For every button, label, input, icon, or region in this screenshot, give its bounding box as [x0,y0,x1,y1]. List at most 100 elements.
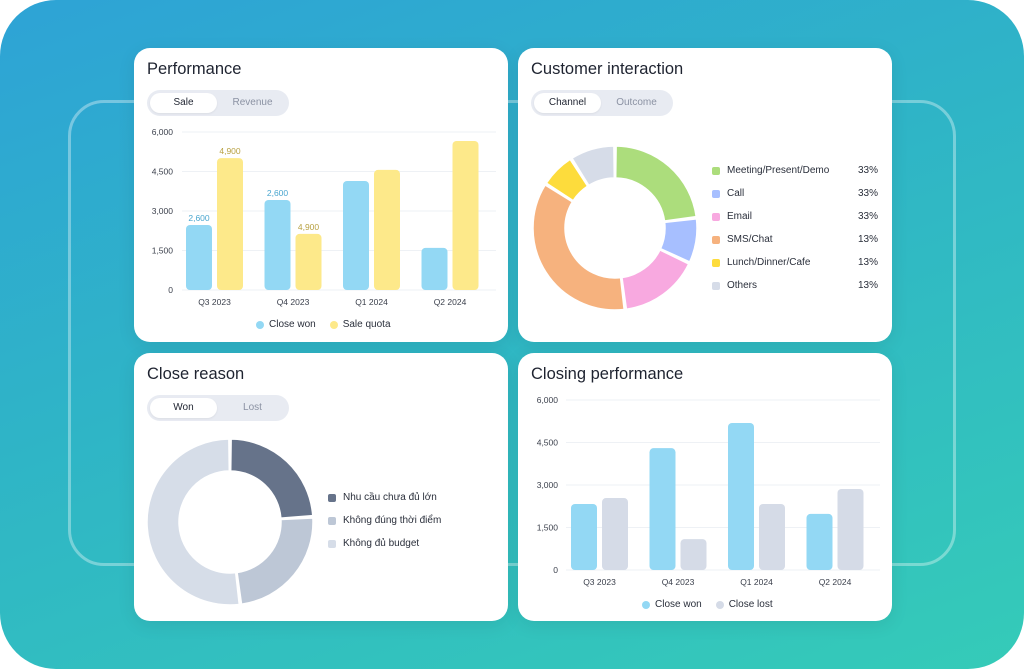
toggle-won[interactable]: Won [150,398,217,418]
bar-close-lost[interactable] [602,498,628,570]
bar-close-lost[interactable] [680,539,707,570]
legend-label: Nhu cầu chưa đủ lớn [343,492,437,503]
donut-slice-meeting-present-demo[interactable] [614,145,697,222]
donut-slice-lunch-dinner-cafe[interactable] [545,158,589,202]
card-title: Closing performance [531,365,684,383]
legend-item-close-won[interactable]: Close won [256,319,316,330]
legend-item[interactable]: Nhu cầu chưa đủ lớn [328,492,437,503]
x-tick-label: Q2 2024 [434,297,467,307]
donut-slice-call[interactable] [659,218,698,263]
legend-label: Email [727,211,753,222]
close-reason-card: Close reason Won Lost Nhu cầu chưa đủ lớ… [134,353,508,621]
x-tick-label: Q4 2023 [662,577,695,587]
bar-close-won[interactable] [264,199,291,290]
y-tick-label: 3,000 [537,480,559,490]
closing-performance-card: Closing performance 0 1,500 3,000 4,500 6,00… [518,353,892,621]
bar-sale-quota[interactable] [295,233,322,290]
bar-sale-quota[interactable] [217,158,243,290]
x-tick-label: Q3 2023 [583,577,616,587]
data-label: 4,900 [219,146,241,156]
y-tick-label: 6,000 [537,395,559,405]
legend-swatch [642,600,650,609]
bar-close-won[interactable] [186,224,212,290]
chart-legend: Close won Close lost [642,599,773,610]
legend-percent: 13% [857,280,878,291]
y-tick-label: 1,500 [152,246,174,256]
legend-label: Lunch/Dinner/Cafe [727,257,811,268]
channel-outcome-toggle[interactable]: Channel Outcome [531,90,673,116]
bar-close-won[interactable] [649,448,676,570]
bar-close-won[interactable] [343,180,369,290]
close-reason-donut [146,438,314,606]
y-tick-label: 6,000 [152,127,174,137]
card-title: Close reason [147,365,245,383]
toggle-sale[interactable]: Sale [150,93,217,113]
closing-performance-bar-chart: 0 1,500 3,000 4,500 6,000 Q3 2023 Q4 2023 Q1 20… [537,395,880,587]
y-tick-label: 4,500 [152,167,174,177]
donut-slice-kh-ng-ng-th-i-i-m[interactable] [236,517,314,605]
x-tick-label: Q4 2023 [277,297,310,307]
toggle-channel[interactable]: Channel [534,93,601,113]
bar-close-won[interactable] [728,422,754,570]
legend-swatch [715,600,724,609]
x-tick-label: Q2 2024 [819,577,852,587]
legend-swatch [328,493,336,502]
legend-label: Close won [655,599,702,610]
x-tick-label: Q3 2023 [198,297,231,307]
bar-sale-quota[interactable] [452,140,479,290]
bar-close-won[interactable] [421,247,448,290]
bar-close-won[interactable] [571,503,597,570]
toggle-lost[interactable]: Lost [243,402,262,413]
data-label: 2,600 [188,213,210,223]
legend-swatch [328,539,336,548]
decorative-frame [68,100,956,566]
donut-slice-email[interactable] [621,249,690,310]
legend-swatch [712,212,720,221]
legend-label: Others [727,280,758,291]
donut-slice-kh-ng-budget[interactable] [146,438,241,606]
legend-item[interactable]: SMS/Chat [712,234,773,245]
legend-item[interactable]: Call [712,188,744,199]
performance-bar-chart: 0 1,500 3,000 4,500 6,000 2,600 4,900 Q3 2023 2,… [152,127,496,307]
legend-item[interactable]: Email [712,211,752,222]
legend-label: Call [727,188,745,199]
bar-close-won[interactable] [806,513,833,570]
customer-interaction-card: Customer interaction Channel Outcome Mee… [518,48,892,342]
legend-item-sale-quota[interactable]: Sale quota [329,319,391,330]
legend-swatch [328,516,336,525]
legend-swatch [712,189,720,198]
legend-label: Không đúng thời điểm [343,515,442,526]
legend-item[interactable]: Lunch/Dinner/Cafe [712,257,810,268]
y-tick-label: 0 [168,285,173,295]
donut-slice-others[interactable] [571,145,616,187]
bar-close-lost[interactable] [837,488,864,570]
y-tick-label: 4,500 [537,438,559,448]
legend-item[interactable]: Không đúng thời điểm [328,515,441,526]
legend-label: Close lost [728,599,773,610]
legend-percent: 13% [857,234,878,245]
won-lost-toggle[interactable]: Won Lost [147,395,289,421]
toggle-revenue[interactable]: Revenue [232,97,273,108]
toggle-outcome[interactable]: Outcome [616,97,657,108]
customer-interaction-donut [532,145,698,311]
legend-swatch [256,320,264,329]
bar-sale-quota[interactable] [374,169,400,290]
legend-item-close-won[interactable]: Close won [642,599,702,610]
legend-label: Meeting/Present/Demo [727,165,830,176]
legend-swatch [712,281,720,290]
legend-item-close-lost[interactable]: Close lost [715,599,773,610]
bar-close-lost[interactable] [759,503,785,570]
sale-revenue-toggle[interactable]: Sale Revenue [147,90,289,116]
legend-percent: 33% [857,165,878,176]
legend-swatch [329,320,338,329]
legend-item[interactable]: Không đủ budget [328,538,419,549]
y-tick-label: 0 [553,565,558,575]
donut-slice-sms-chat[interactable] [532,184,625,311]
x-tick-label: Q1 2024 [740,577,773,587]
legend-item[interactable]: Meeting/Present/Demo [712,165,829,176]
donut-slice-nhu-c-u-ch-a-l-n[interactable] [229,438,314,519]
legend-swatch [712,258,720,267]
legend-item[interactable]: Others [712,280,757,291]
legend-label: Close won [269,319,316,330]
data-label: 2,600 [267,188,289,198]
